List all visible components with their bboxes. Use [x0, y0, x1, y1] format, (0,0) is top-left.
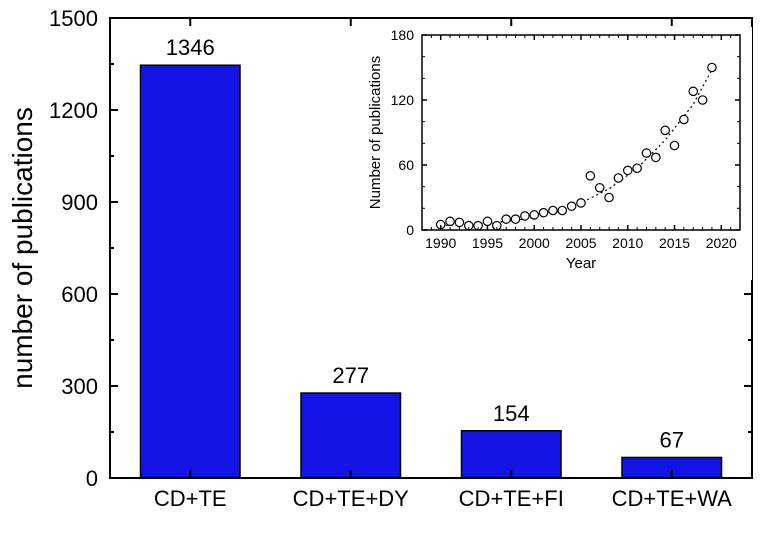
scatter-point	[539, 208, 547, 216]
chart-svg: 134627715467030060090012001500CD+TECD+TE…	[0, 0, 771, 533]
scatter-point	[483, 217, 491, 225]
inset-y-tick-label: 0	[406, 222, 414, 238]
inset-y-tick-label: 60	[398, 157, 414, 173]
scatter-point	[530, 211, 538, 219]
scatter-point	[708, 63, 716, 71]
scatter-point	[567, 202, 575, 210]
y-tick-label: 900	[61, 190, 98, 215]
scatter-point	[614, 174, 622, 182]
x-category-label: CD+TE	[154, 486, 227, 511]
scatter-point	[642, 149, 650, 157]
inset-x-tick-label: 2015	[659, 235, 690, 251]
y-tick-label: 300	[61, 374, 98, 399]
scatter-point	[661, 126, 669, 134]
bar-value-label: 67	[660, 427, 684, 452]
y-tick-label: 1200	[49, 98, 98, 123]
scatter-point	[670, 141, 678, 149]
scatter-point	[586, 172, 594, 180]
inset-y-axis-label: Number of publications	[367, 56, 384, 209]
bar-value-label: 277	[332, 363, 369, 388]
y-tick-label: 600	[61, 282, 98, 307]
scatter-point	[633, 164, 641, 172]
inset-x-tick-label: 2000	[519, 235, 550, 251]
scatter-point	[596, 184, 604, 192]
inset-y-tick-label: 180	[391, 27, 415, 43]
x-category-label: CD+TE+WA	[612, 486, 733, 511]
y-axis-label: number of publications	[7, 107, 38, 389]
x-category-label: CD+TE+FI	[459, 486, 564, 511]
scatter-point	[652, 153, 660, 161]
scatter-point	[446, 217, 454, 225]
scatter-point	[511, 215, 519, 223]
bar-value-label: 1346	[166, 35, 215, 60]
scatter-point	[455, 218, 463, 226]
inset-x-tick-label: 2005	[565, 235, 596, 251]
inset-x-axis-label: Year	[566, 255, 596, 272]
inset-y-tick-label: 120	[391, 92, 415, 108]
y-tick-label: 0	[86, 466, 98, 491]
y-tick-label: 1500	[49, 6, 98, 31]
scatter-point	[605, 193, 613, 201]
scatter-point	[521, 212, 529, 220]
scatter-point	[698, 96, 706, 104]
bar	[140, 65, 240, 478]
inset-x-tick-label: 1990	[425, 235, 456, 251]
scatter-point	[680, 115, 688, 123]
scatter-point	[624, 166, 632, 174]
inset-x-tick-label: 2020	[706, 235, 737, 251]
bar-value-label: 154	[493, 401, 530, 426]
scatter-point	[577, 199, 585, 207]
inset-x-tick-label: 1995	[472, 235, 503, 251]
x-category-label: CD+TE+DY	[293, 486, 409, 511]
inset-x-tick-label: 2010	[612, 235, 643, 251]
scatter-point	[549, 206, 557, 214]
chart-container: 134627715467030060090012001500CD+TECD+TE…	[0, 0, 771, 533]
scatter-point	[502, 215, 510, 223]
bar	[301, 393, 401, 478]
scatter-point	[689, 87, 697, 95]
scatter-point	[558, 206, 566, 214]
